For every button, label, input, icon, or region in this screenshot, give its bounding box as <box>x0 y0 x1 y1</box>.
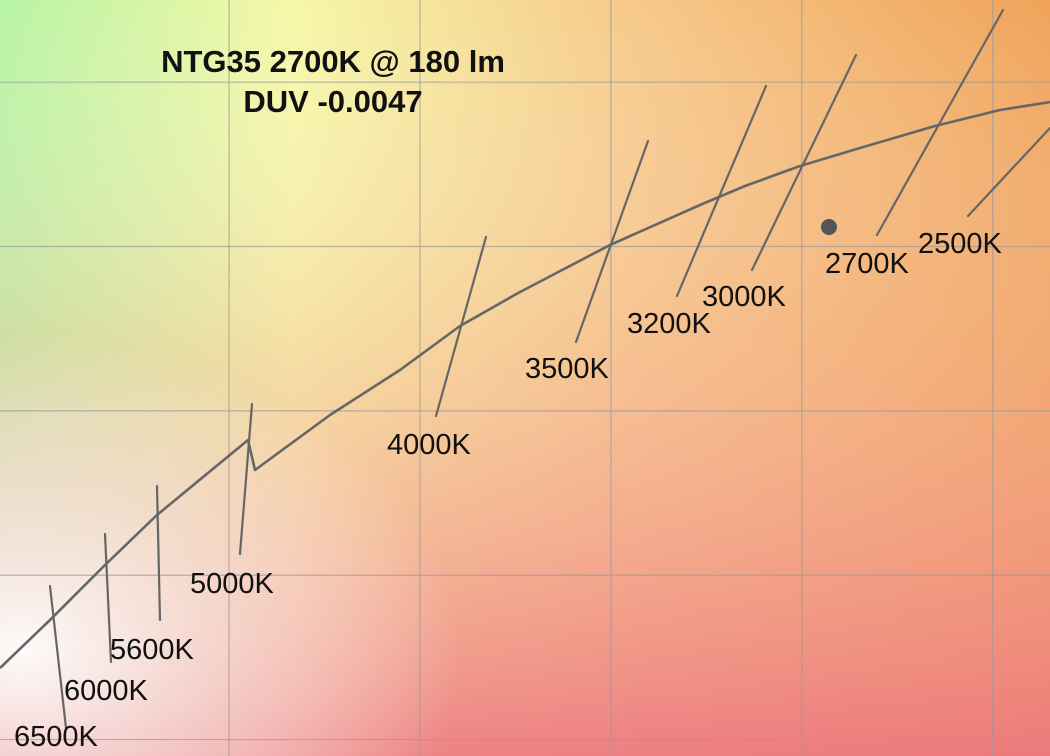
isotherm-line-3200 <box>675 84 768 298</box>
cct-label-2500: 2500K <box>918 228 1003 260</box>
measured-point <box>821 219 837 235</box>
planckian-locus-line <box>0 100 1050 669</box>
isotherm-line-6000 <box>103 532 113 664</box>
cct-label-2700: 2700K <box>825 248 910 280</box>
cct-label-4000: 4000K <box>387 429 472 461</box>
cct-label-3200: 3200K <box>627 308 712 340</box>
cct-label-5600: 5600K <box>110 634 195 666</box>
isotherm-line-5600 <box>155 484 162 622</box>
cct-label-3500: 3500K <box>525 353 610 385</box>
cct-label-6000: 6000K <box>64 675 149 707</box>
isotherm-line-3500 <box>574 139 650 344</box>
chart-subtitle: DUV -0.0047 <box>243 84 423 119</box>
cct-label-6500: 6500K <box>14 721 99 753</box>
isotherm-line-2700 <box>875 8 1005 237</box>
isotherm-lines <box>48 8 1050 730</box>
planckian-locus <box>0 100 1050 669</box>
cct-label-5000: 5000K <box>190 568 275 600</box>
isotherm-line-2500 <box>966 126 1050 218</box>
chart-title: NTG35 2700K @ 180 lm <box>161 44 505 79</box>
isotherm-line-6500 <box>48 584 68 730</box>
cct-label-3000: 3000K <box>702 281 787 313</box>
cct-labels: 6500K 6000K 5600K 5000K 4000K 3500K 3200K3000K… <box>14 228 1003 753</box>
chart-title-block: NTG35 2700K @ 180 lm DUV -0.0047 <box>110 42 556 122</box>
isotherm-line-5000 <box>238 402 254 556</box>
measured-point-layer <box>821 219 837 235</box>
isotherm-line-3000 <box>750 53 858 272</box>
